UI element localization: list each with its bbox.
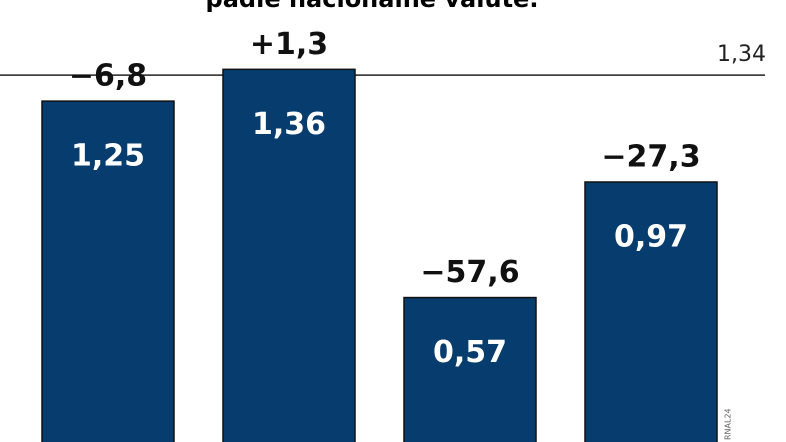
value-label: 0,97 xyxy=(614,220,688,255)
change-label: −6,8 xyxy=(69,59,147,94)
value-label: 0,57 xyxy=(433,335,507,370)
change-label: −27,3 xyxy=(601,140,700,175)
bar xyxy=(584,181,718,442)
watermark: RNAL24 xyxy=(724,408,733,440)
chart-title: padle nacionalne valute. xyxy=(206,0,539,13)
bar xyxy=(41,100,175,442)
change-label: −57,6 xyxy=(420,255,519,290)
reference-label: 1,34 xyxy=(717,42,766,67)
bar xyxy=(222,68,356,442)
change-label: +1,3 xyxy=(250,27,328,62)
bar xyxy=(403,296,537,442)
value-label: 1,36 xyxy=(252,107,326,142)
value-label: 1,25 xyxy=(71,139,145,174)
